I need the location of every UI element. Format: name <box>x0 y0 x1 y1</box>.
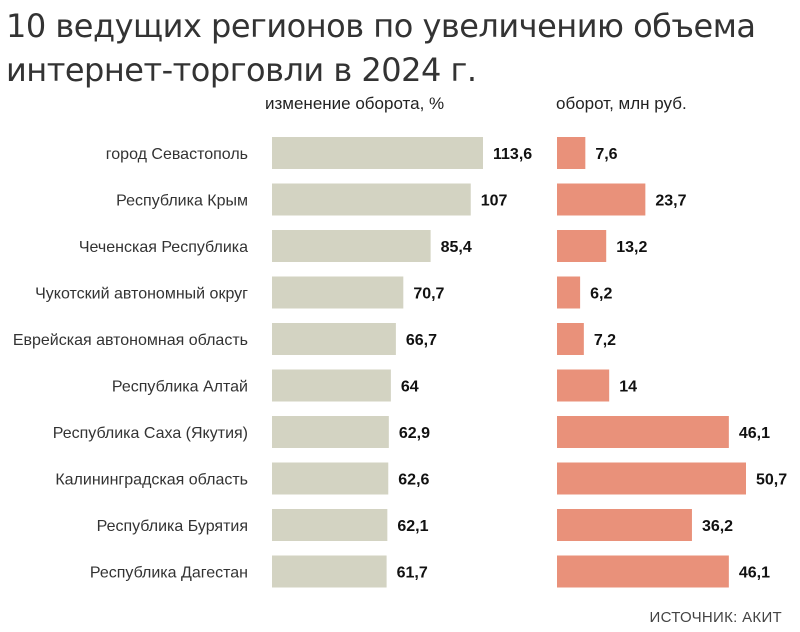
header-change-percent: изменение оборота, % <box>265 94 444 113</box>
turnover-value-label: 7,6 <box>595 146 617 163</box>
turnover-value-label: 50,7 <box>756 472 787 489</box>
turnover-value-label: 13,2 <box>616 239 647 256</box>
change-bar <box>272 416 389 448</box>
category-label: город Севастополь <box>106 146 248 163</box>
turnover-bar <box>557 369 610 402</box>
category-label: Республика Бурятия <box>97 518 248 535</box>
change-bar <box>272 137 483 169</box>
turnover-bar <box>557 183 646 216</box>
turnover-bar <box>557 509 692 541</box>
turnover-bar <box>557 416 729 448</box>
change-value-label: 70,7 <box>413 286 444 303</box>
change-value-label: 62,6 <box>398 472 429 489</box>
chart-title-line-1: 10 ведущих регионов по увеличению объема <box>6 7 756 45</box>
change-bar <box>272 323 396 355</box>
turnover-value-label: 14 <box>619 379 637 396</box>
header-turnover: оборот, млн руб. <box>556 94 687 113</box>
turnover-bar <box>557 137 586 169</box>
turnover-value-label: 7,2 <box>594 332 616 349</box>
change-value-label: 62,1 <box>397 518 428 535</box>
turnover-bar <box>557 555 729 588</box>
change-value-label: 66,7 <box>406 332 437 349</box>
category-label: Калининградская область <box>55 472 248 489</box>
chart-title: 10 ведущих регионов по увеличению объема… <box>6 4 796 92</box>
turnover-value-label: 6,2 <box>590 286 612 303</box>
change-bar <box>272 462 389 495</box>
change-value-label: 113,6 <box>493 146 532 163</box>
change-bar <box>272 555 387 588</box>
chart-title-line-2: интернет-торговли в 2024 г. <box>6 51 477 89</box>
category-label: Чеченская Республика <box>79 239 248 256</box>
change-bar <box>272 369 391 402</box>
change-bar <box>272 509 388 541</box>
category-label: Республика Дагестан <box>90 565 248 582</box>
category-label: Республика Крым <box>116 193 248 210</box>
turnover-value-label: 23,7 <box>655 193 686 210</box>
category-label: Чукотский автономный округ <box>35 286 248 303</box>
change-bar <box>272 183 471 216</box>
category-label: Республика Саха (Якутия) <box>53 425 248 442</box>
change-value-label: 62,9 <box>399 425 430 442</box>
change-bar <box>272 276 404 309</box>
change-value-label: 64 <box>401 379 419 396</box>
turnover-value-label: 36,2 <box>702 518 733 535</box>
turnover-bar <box>557 462 746 495</box>
turnover-bar <box>557 323 584 355</box>
category-label: Республика Алтай <box>112 379 248 396</box>
category-label: Еврейская автономная область <box>13 332 248 349</box>
turnover-bar <box>557 276 581 309</box>
change-bar <box>272 230 431 262</box>
source-note: ИСТОЧНИК: АКИТ <box>649 609 782 626</box>
turnover-value-label: 46,1 <box>739 565 770 582</box>
change-value-label: 61,7 <box>397 565 428 582</box>
turnover-value-label: 46,1 <box>739 425 770 442</box>
change-value-label: 85,4 <box>441 239 472 256</box>
turnover-bar <box>557 230 607 262</box>
change-value-label: 107 <box>481 193 508 210</box>
